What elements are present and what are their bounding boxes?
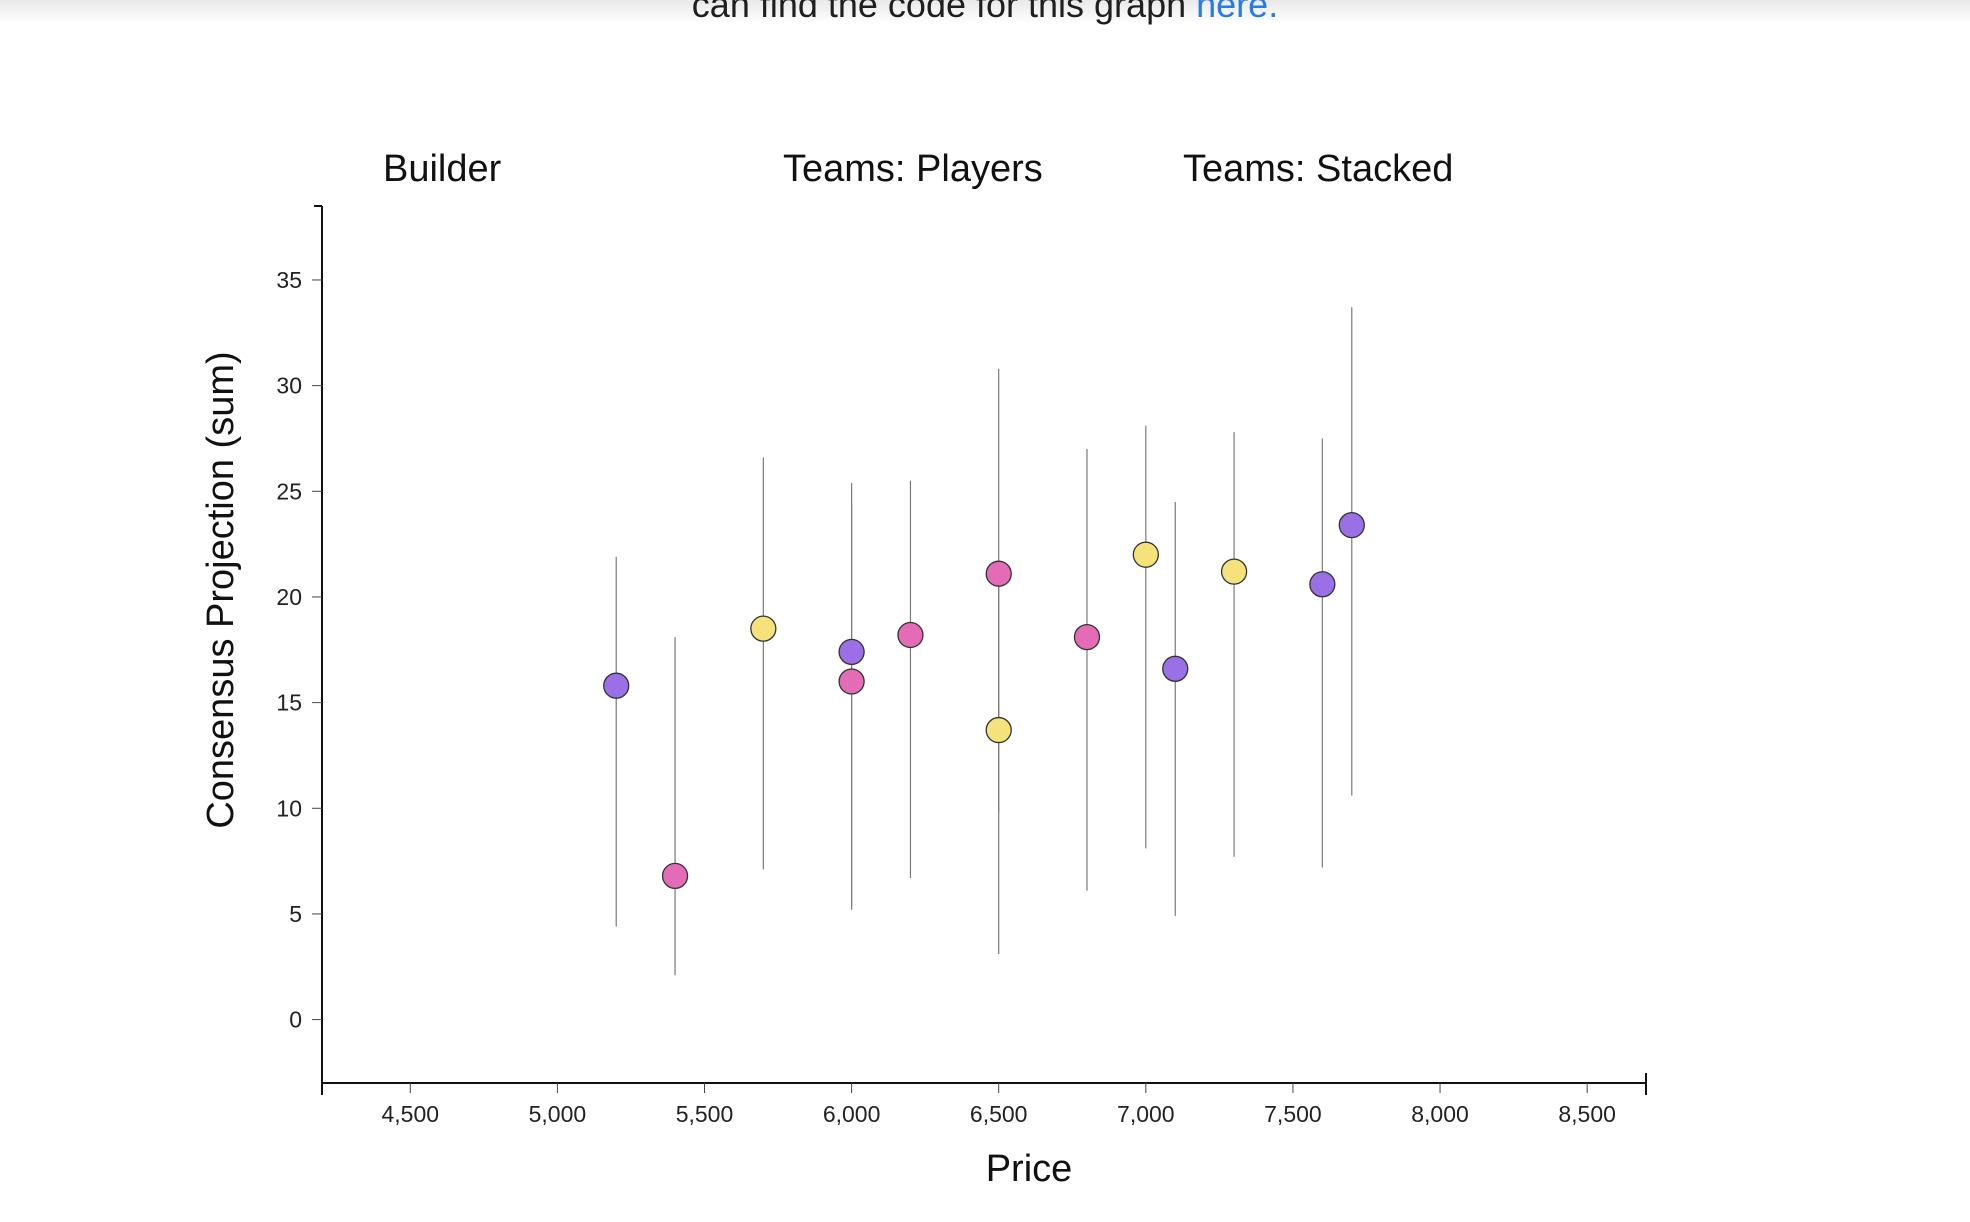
y-tick-label: 5 [289, 901, 302, 927]
data-point-pink [985, 560, 1012, 587]
code-link[interactable]: here. [1196, 0, 1279, 25]
data-points [603, 511, 1365, 890]
data-point-yellow [1220, 558, 1248, 585]
facet-title-teams-players: Teams: Players [783, 148, 1043, 190]
data-point-purple [1162, 655, 1189, 682]
data-point-purple [1338, 511, 1365, 539]
x-tick-label: 6,500 [970, 1101, 1028, 1127]
data-point-yellow [1132, 541, 1159, 568]
data-point-pink [897, 621, 924, 649]
data-point-pink [661, 862, 689, 890]
header-shadow [0, 0, 1970, 24]
y-axis-title: Consensus Projection (sum) [200, 351, 242, 828]
y-tick-label: 35 [276, 267, 302, 293]
x-tick-label: 8,500 [1558, 1101, 1616, 1127]
range-lines [615, 307, 1353, 976]
x-tick-label: 5,500 [676, 1101, 734, 1127]
y-tick-label: 20 [276, 584, 302, 610]
data-point-purple [1309, 571, 1336, 598]
x-tick-label: 7,500 [1264, 1101, 1322, 1127]
y-tick-label: 15 [276, 690, 302, 716]
y-tick-label: 0 [289, 1007, 302, 1033]
data-point-purple [603, 672, 630, 699]
y-tick-label: 25 [276, 478, 302, 504]
facet-title-builder: Builder [383, 148, 502, 190]
data-point-yellow [750, 615, 777, 642]
y-tick-label: 10 [276, 795, 302, 821]
intro-text: can find the code for this graph here. [0, 0, 1970, 26]
data-point-pink [1073, 623, 1101, 651]
x-tick-label: 6,000 [823, 1101, 881, 1127]
data-point-yellow [985, 716, 1012, 744]
x-tick-label: 5,000 [529, 1101, 587, 1127]
y-tick-label: 30 [276, 373, 302, 399]
x-tick-label: 7,000 [1117, 1101, 1175, 1127]
x-axis-title: Price [986, 1148, 1073, 1190]
chart-axes: 0 5 10 15 20 25 30 35 4,500 5,000 5,500 6,000 6,500 7… [276, 205, 1647, 1127]
data-point-purple [838, 638, 865, 666]
data-point-pink [838, 668, 865, 695]
x-tick-label: 4,500 [381, 1101, 439, 1127]
intro-text-label: can find the code for this graph [691, 0, 1187, 25]
facet-title-teams-stacked: Teams: Stacked [1183, 148, 1453, 190]
x-tick-label: 8,000 [1411, 1101, 1469, 1127]
